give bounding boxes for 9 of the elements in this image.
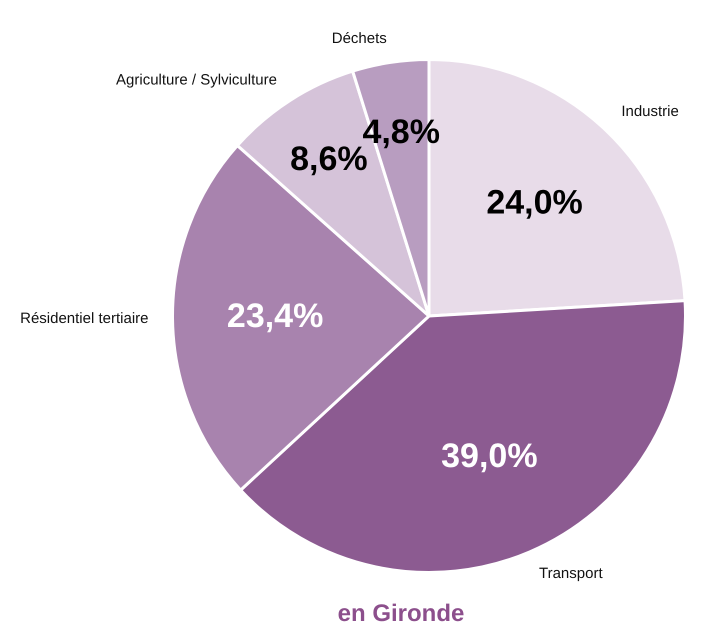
slice-label: Industrie: [621, 102, 679, 120]
data-label: 23,4%: [226, 296, 324, 335]
text: en Gironde: [336, 600, 466, 628]
slice-label: Transport: [538, 565, 604, 582]
slice-label: Déchets: [332, 30, 387, 47]
data-label: 39,0%: [441, 436, 538, 475]
slice-label: Agriculture / Sylviculture: [116, 71, 277, 88]
slice-label: Résidentiel tertiaire: [20, 310, 149, 327]
data-label: 24,0%: [486, 183, 583, 222]
